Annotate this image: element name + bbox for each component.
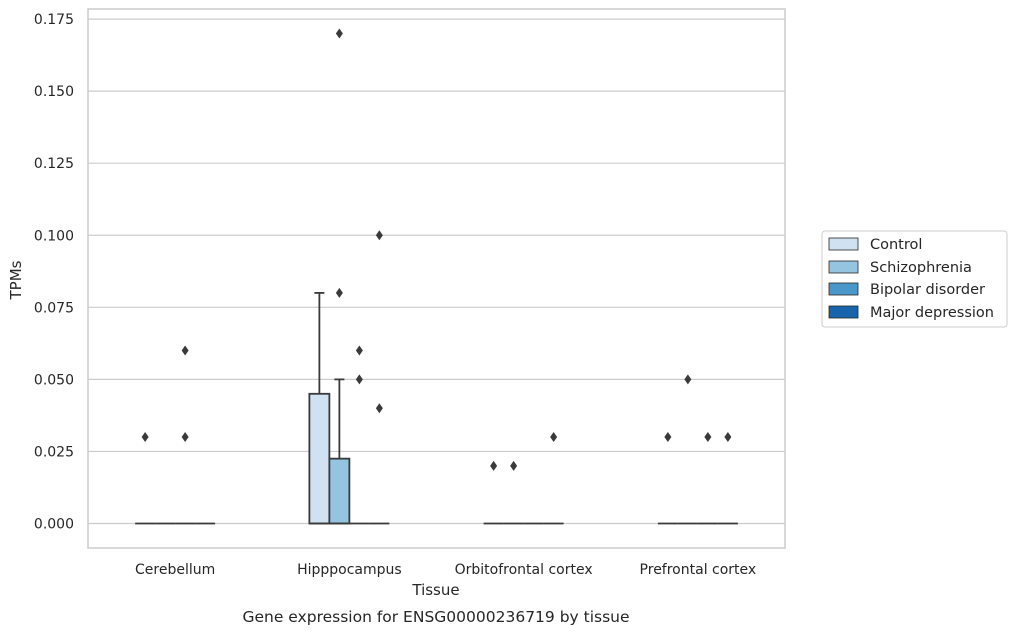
y-tick-labels: 0.000 0.025 0.050 0.075 0.100 0.125 0.150 0.175 bbox=[34, 12, 74, 532]
outlier-point bbox=[355, 374, 363, 385]
x-tick-label: Cerebellum bbox=[135, 562, 215, 578]
chart-caption: Gene expression for ENSG00000236719 by t… bbox=[242, 608, 629, 626]
x-tick-labels: Cerebellum Hipppocampus Orbitofrontal cort… bbox=[135, 562, 756, 578]
y-tick-label: 0.025 bbox=[34, 444, 74, 460]
legend-label-major-depression: Major depression bbox=[870, 305, 994, 321]
outlier-point bbox=[704, 432, 712, 443]
x-tick-label: Orbitofrontal cortex bbox=[455, 562, 593, 578]
boxes-layer bbox=[135, 292, 738, 525]
legend-frame bbox=[821, 230, 1008, 328]
outlier-point bbox=[355, 345, 363, 356]
y-tick-label: 0.050 bbox=[34, 372, 74, 388]
box-hipppocampus-control bbox=[308, 292, 331, 525]
legend-swatch-schizophrenia bbox=[828, 260, 859, 274]
box-body bbox=[308, 392, 331, 525]
legend-swatch-bipolar-disorder bbox=[828, 282, 859, 296]
outlier-point bbox=[141, 432, 149, 443]
y-tick-label: 0.125 bbox=[34, 156, 74, 172]
legend-swatch-control bbox=[828, 237, 859, 251]
x-tick-label: Prefrontal cortex bbox=[640, 562, 757, 578]
legend-swatch-major-depression bbox=[828, 305, 859, 319]
gridlines bbox=[88, 18, 785, 525]
outlier-point bbox=[550, 432, 558, 443]
y-tick-label: 0.075 bbox=[34, 300, 74, 316]
box-hipppocampus-schizophrenia bbox=[328, 378, 351, 525]
outlier-point bbox=[664, 432, 672, 443]
legend-label-schizophrenia: Schizophrenia bbox=[870, 260, 972, 276]
y-tick-label: 0.000 bbox=[34, 517, 74, 533]
outlier-point bbox=[181, 432, 189, 443]
y-tick-label: 0.100 bbox=[34, 228, 74, 244]
y-axis-label: TPMs bbox=[7, 260, 25, 300]
outlier-point bbox=[181, 345, 189, 356]
outliers-layer bbox=[141, 28, 732, 471]
outlier-point bbox=[490, 460, 498, 471]
outlier-point bbox=[335, 28, 343, 39]
plot-frame bbox=[87, 8, 786, 549]
outlier-point bbox=[724, 432, 732, 443]
outlier-point bbox=[684, 374, 692, 385]
legend: Control Schizophrenia Bipolar disorder M… bbox=[821, 230, 1008, 328]
outlier-point bbox=[510, 460, 518, 471]
x-tick-label: Hipppocampus bbox=[297, 562, 402, 578]
outlier-point bbox=[375, 403, 383, 414]
legend-label-bipolar-disorder: Bipolar disorder bbox=[870, 282, 985, 298]
legend-label-control: Control bbox=[870, 237, 922, 253]
x-axis-label: Tissue bbox=[411, 581, 459, 599]
y-tick-label: 0.175 bbox=[34, 12, 74, 28]
outlier-point bbox=[375, 230, 383, 241]
y-tick-label: 0.150 bbox=[34, 84, 74, 100]
box-body bbox=[328, 457, 351, 525]
outlier-point bbox=[335, 287, 343, 298]
